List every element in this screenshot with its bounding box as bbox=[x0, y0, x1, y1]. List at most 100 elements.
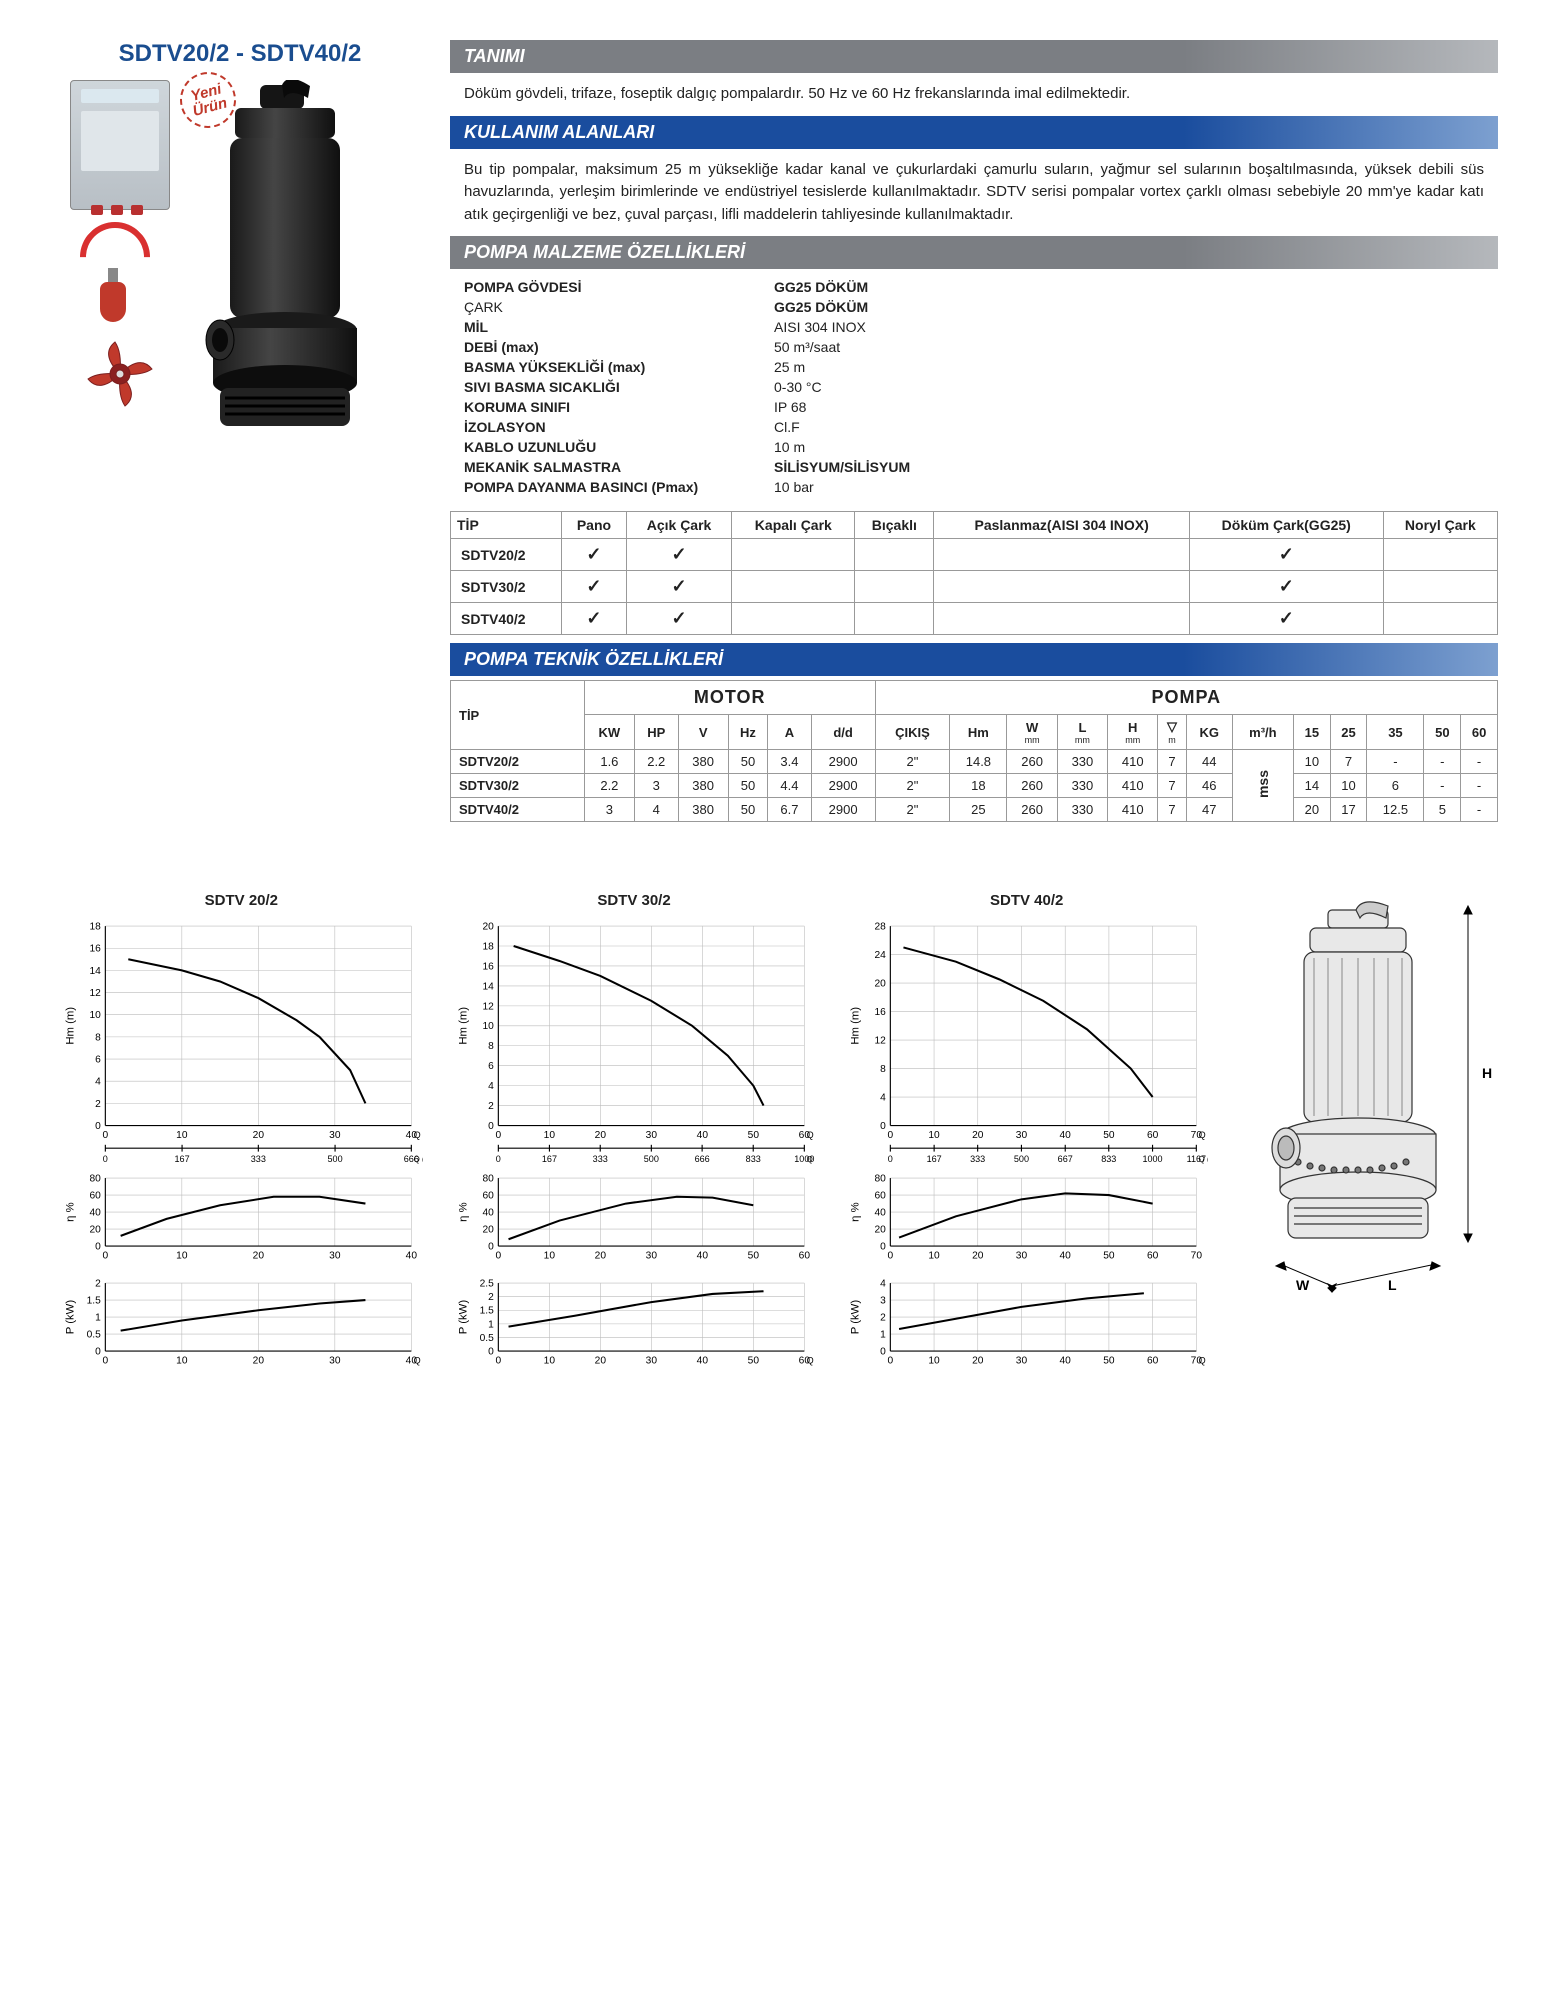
svg-text:0: 0 bbox=[495, 1130, 501, 1141]
svg-text:10: 10 bbox=[176, 1251, 188, 1262]
svg-text:40: 40 bbox=[406, 1251, 418, 1262]
svg-text:167: 167 bbox=[175, 1154, 190, 1164]
feature-cell bbox=[626, 603, 732, 635]
svg-text:0: 0 bbox=[95, 1121, 101, 1132]
svg-text:14: 14 bbox=[482, 981, 494, 992]
svg-text:0: 0 bbox=[495, 1251, 501, 1262]
svg-text:20: 20 bbox=[972, 1356, 984, 1367]
svg-text:η %: η % bbox=[457, 1203, 469, 1223]
svg-text:30: 30 bbox=[329, 1130, 341, 1141]
svg-text:30: 30 bbox=[645, 1130, 657, 1141]
svg-text:60: 60 bbox=[1147, 1251, 1159, 1262]
svg-text:20: 20 bbox=[972, 1251, 984, 1262]
svg-text:40: 40 bbox=[482, 1208, 494, 1219]
svg-text:12: 12 bbox=[482, 1001, 494, 1012]
pump-illustration bbox=[190, 80, 380, 440]
spec-value: AISI 304 INOX bbox=[774, 319, 1484, 335]
svg-text:0: 0 bbox=[888, 1356, 894, 1367]
svg-text:167: 167 bbox=[542, 1154, 557, 1164]
svg-text:1.5: 1.5 bbox=[87, 1296, 101, 1307]
spec-value: 10 m bbox=[774, 439, 1484, 455]
svg-text:20: 20 bbox=[875, 1225, 887, 1236]
svg-text:1: 1 bbox=[880, 1330, 886, 1341]
feature-row-tip: SDTV30/2 bbox=[451, 571, 562, 603]
svg-text:0: 0 bbox=[488, 1347, 494, 1358]
svg-text:12: 12 bbox=[875, 1035, 887, 1046]
svg-text:50: 50 bbox=[1104, 1356, 1116, 1367]
feature-header: Açık Çark bbox=[626, 512, 732, 539]
svg-text:20: 20 bbox=[482, 1225, 494, 1236]
svg-text:10: 10 bbox=[176, 1130, 188, 1141]
svg-text:500: 500 bbox=[643, 1154, 658, 1164]
chart-title: SDTV 20/2 bbox=[60, 892, 423, 909]
spec-key: MEKANİK SALMASTRA bbox=[464, 459, 754, 475]
svg-text:60: 60 bbox=[89, 1191, 101, 1202]
float-switch-illustration bbox=[80, 222, 160, 322]
svg-text:18: 18 bbox=[89, 921, 101, 932]
feature-header: Bıçaklı bbox=[855, 512, 934, 539]
svg-text:L: L bbox=[1388, 1277, 1397, 1293]
feature-cell bbox=[562, 539, 626, 571]
svg-text:10: 10 bbox=[543, 1251, 555, 1262]
svg-text:0: 0 bbox=[103, 1356, 109, 1367]
svg-text:6: 6 bbox=[95, 1054, 101, 1065]
svg-text:28: 28 bbox=[875, 921, 887, 932]
svg-text:8: 8 bbox=[880, 1064, 886, 1075]
product-image-area: Yeni Ürün bbox=[60, 80, 420, 440]
svg-text:8: 8 bbox=[488, 1041, 494, 1052]
dimensional-drawing: H W L bbox=[1238, 892, 1498, 1379]
feature-row-tip: SDTV40/2 bbox=[451, 603, 562, 635]
svg-text:50: 50 bbox=[747, 1130, 759, 1141]
feature-header: Paslanmaz(AISI 304 INOX) bbox=[934, 512, 1189, 539]
chart-column: SDTV 20/2010203040024681012141618Q (m³/h… bbox=[60, 892, 423, 1379]
svg-text:16: 16 bbox=[89, 944, 101, 955]
svg-text:0: 0 bbox=[880, 1121, 886, 1132]
svg-text:1: 1 bbox=[488, 1320, 494, 1331]
spec-value: 10 bar bbox=[774, 479, 1484, 495]
svg-text:Q (m³/h): Q (m³/h) bbox=[806, 1356, 815, 1366]
feature-cell bbox=[1383, 539, 1497, 571]
svg-text:30: 30 bbox=[1016, 1251, 1028, 1262]
svg-text:40: 40 bbox=[696, 1251, 708, 1262]
chart-column: SDTV 30/2010203040506002468101214161820Q… bbox=[453, 892, 816, 1379]
feature-cell bbox=[1189, 571, 1383, 603]
svg-text:Hm (m): Hm (m) bbox=[65, 1007, 77, 1045]
svg-text:30: 30 bbox=[1016, 1130, 1028, 1141]
svg-text:10: 10 bbox=[929, 1356, 941, 1367]
svg-text:80: 80 bbox=[89, 1174, 101, 1185]
spec-key: MİL bbox=[464, 319, 754, 335]
spec-value: 0-30 °C bbox=[774, 379, 1484, 395]
svg-text:η %: η % bbox=[850, 1203, 862, 1223]
spec-value: SİLİSYUM/SİLİSYUM bbox=[774, 459, 1484, 475]
feature-cell bbox=[855, 571, 934, 603]
svg-text:0: 0 bbox=[103, 1154, 108, 1164]
svg-text:80: 80 bbox=[875, 1174, 887, 1185]
svg-text:10: 10 bbox=[543, 1356, 555, 1367]
performance-charts-row: SDTV 20/2010203040024681012141618Q (m³/h… bbox=[60, 892, 1498, 1379]
spec-key: DEBİ (max) bbox=[464, 339, 754, 355]
svg-text:50: 50 bbox=[747, 1251, 759, 1262]
spec-key: ÇARK bbox=[464, 299, 754, 315]
svg-text:12: 12 bbox=[89, 988, 101, 999]
material-specs: POMPA GÖVDESİGG25 DÖKÜMÇARKGG25 DÖKÜMMİL… bbox=[450, 269, 1498, 505]
spec-value: 25 m bbox=[774, 359, 1484, 375]
chart-title: SDTV 40/2 bbox=[845, 892, 1208, 909]
spec-key: BASMA YÜKSEKLİĞİ (max) bbox=[464, 359, 754, 375]
section-header-tanimi: TANIMI bbox=[450, 40, 1498, 73]
svg-text:40: 40 bbox=[875, 1208, 887, 1219]
svg-text:20: 20 bbox=[482, 921, 494, 932]
svg-text:14: 14 bbox=[89, 966, 101, 977]
svg-text:Q (m³/h): Q (m³/h) bbox=[414, 1130, 423, 1140]
feature-matrix-table: TİPPanoAçık ÇarkKapalı ÇarkBıçaklıPaslan… bbox=[450, 511, 1498, 635]
svg-text:0: 0 bbox=[888, 1154, 893, 1164]
spec-value: IP 68 bbox=[774, 399, 1484, 415]
svg-text:4: 4 bbox=[880, 1092, 886, 1103]
svg-text:20: 20 bbox=[594, 1251, 606, 1262]
spec-key: KABLO UZUNLUĞU bbox=[464, 439, 754, 455]
chart-column: SDTV 40/20102030405060700481216202428Q (… bbox=[845, 892, 1208, 1379]
section-header-teknik: POMPA TEKNİK ÖZELLİKLERİ bbox=[450, 643, 1498, 676]
svg-text:10: 10 bbox=[929, 1130, 941, 1141]
svg-text:0: 0 bbox=[888, 1251, 894, 1262]
svg-text:6: 6 bbox=[488, 1061, 494, 1072]
feature-cell bbox=[934, 571, 1189, 603]
